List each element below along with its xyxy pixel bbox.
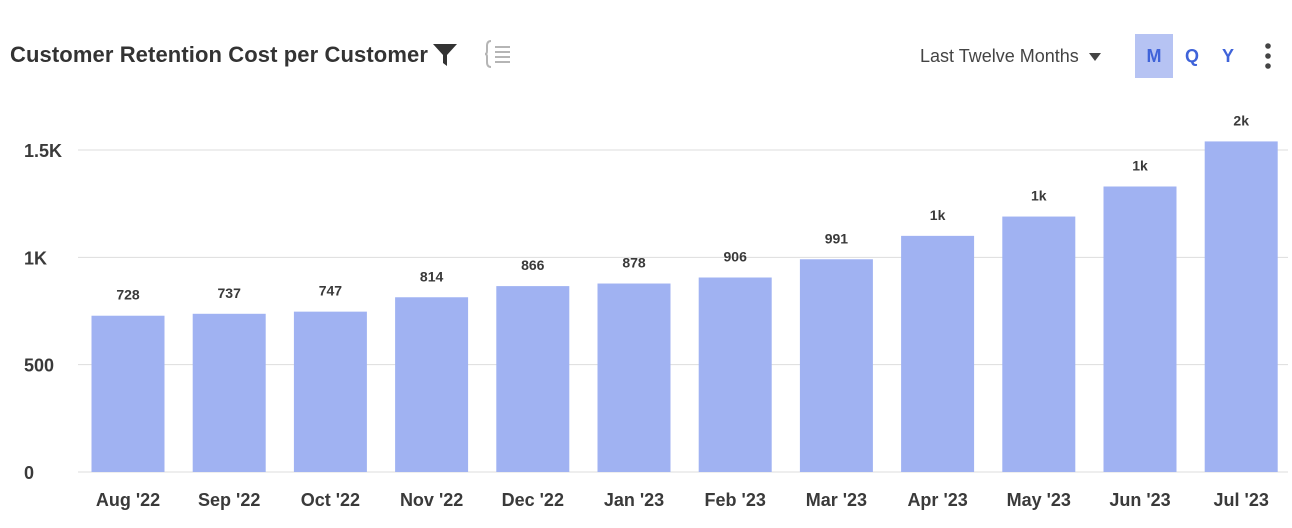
data-label: 814 <box>420 268 444 284</box>
data-label: 1k <box>1031 188 1047 204</box>
period-quarter-button[interactable]: Q <box>1184 45 1199 66</box>
bar[interactable] <box>698 277 772 472</box>
bar[interactable] <box>293 311 367 472</box>
bar[interactable] <box>1103 186 1177 472</box>
period-year-button[interactable]: Y <box>1221 45 1234 66</box>
x-tick-label: Sep '22 <box>198 490 260 510</box>
bar[interactable] <box>192 313 266 472</box>
x-tick-label: Dec '22 <box>502 490 564 510</box>
x-tick-label: Mar '23 <box>806 490 867 510</box>
caret-down-icon <box>1088 52 1101 61</box>
data-label: 878 <box>622 255 646 271</box>
data-label: 728 <box>116 287 140 303</box>
outline-list-icon[interactable] <box>484 38 512 70</box>
data-label: 2k <box>1233 112 1249 128</box>
x-tick-label: Oct '22 <box>301 490 360 510</box>
data-label: 737 <box>218 285 242 301</box>
x-tick-label: Aug '22 <box>96 490 160 510</box>
chart-title: Customer Retention Cost per Customer <box>10 42 428 67</box>
time-range-label: Last Twelve Months <box>920 46 1079 66</box>
data-label: 1k <box>1132 157 1148 173</box>
x-tick-label: Jul '23 <box>1214 490 1269 510</box>
bar[interactable] <box>901 235 975 472</box>
y-tick-label: 500 <box>24 356 54 376</box>
y-tick-label: 1.5K <box>24 141 62 161</box>
chart-header: Customer Retention Cost per Customer Las… <box>0 0 1292 100</box>
time-range-dropdown[interactable]: Last Twelve Months <box>920 46 1101 67</box>
data-label: 991 <box>825 230 849 246</box>
y-tick-label: 0 <box>24 463 34 483</box>
bar[interactable] <box>799 259 873 472</box>
data-label: 747 <box>319 283 343 299</box>
x-tick-label: Jun '23 <box>1109 490 1170 510</box>
bar[interactable] <box>496 286 570 472</box>
x-tick-label: Feb '23 <box>705 490 766 510</box>
x-tick-label: Jan '23 <box>604 490 664 510</box>
data-label: 1k <box>930 207 946 223</box>
bar[interactable] <box>1002 216 1076 472</box>
data-label: 906 <box>724 249 748 265</box>
x-tick-label: Nov '22 <box>400 490 463 510</box>
bar-chart: 0 500 1K 1.5K 728 Aug '22 737 Sep '22 747 Oct '22… <box>24 112 1288 510</box>
x-tick-label: Apr '23 <box>907 490 967 510</box>
bar[interactable] <box>1204 141 1278 472</box>
more-vertical-icon[interactable] <box>1262 42 1274 70</box>
y-tick-label: 1K <box>24 248 47 268</box>
bar[interactable] <box>91 315 165 472</box>
period-month-button[interactable]: M <box>1135 34 1173 78</box>
data-label: 866 <box>521 257 545 273</box>
bar[interactable] <box>597 283 671 472</box>
x-tick-label: May '23 <box>1007 490 1071 510</box>
bar[interactable] <box>395 297 469 472</box>
filter-icon[interactable] <box>432 42 458 68</box>
